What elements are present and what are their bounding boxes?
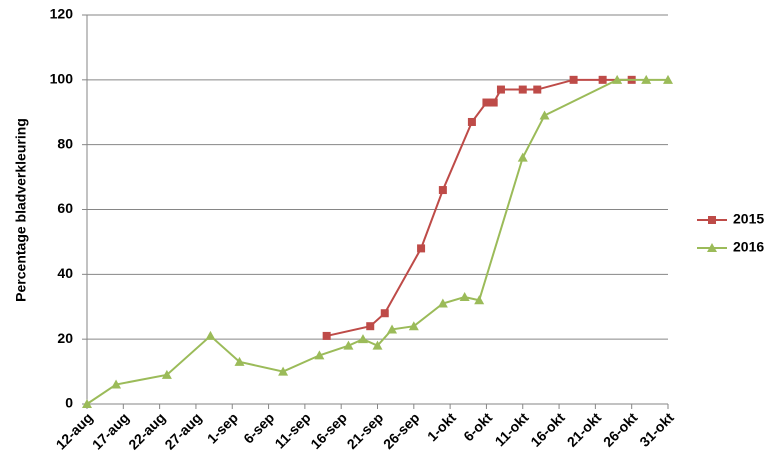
marker xyxy=(482,98,491,107)
x-tick-label: 6-okt xyxy=(460,409,495,444)
marker xyxy=(372,340,383,350)
marker xyxy=(707,243,717,252)
x-tick-label: 21-okt xyxy=(564,409,605,450)
marker xyxy=(474,295,485,305)
marker xyxy=(641,74,652,84)
y-tick-label: 100 xyxy=(50,71,74,87)
y-axis-label: Percentage bladverkleuring xyxy=(13,118,29,302)
y-tick-label: 120 xyxy=(50,6,74,22)
x-tick-label: 1-sep xyxy=(204,409,241,446)
marker xyxy=(366,322,375,331)
marker xyxy=(533,85,542,94)
marker xyxy=(708,216,716,224)
y-tick-label: 20 xyxy=(57,330,73,346)
marker xyxy=(569,75,578,84)
x-tick-label: 26-sep xyxy=(380,409,423,452)
marker xyxy=(438,186,447,195)
x-tick-label: 1-okt xyxy=(424,409,459,444)
x-tick-label: 11-okt xyxy=(492,409,532,449)
x-tick-label: 31-okt xyxy=(636,409,677,450)
series-line xyxy=(86,78,668,405)
x-tick-label: 21-sep xyxy=(344,409,387,452)
marker xyxy=(82,399,92,408)
marker xyxy=(417,244,426,253)
marker xyxy=(161,369,172,379)
marker xyxy=(357,334,368,344)
marker xyxy=(278,366,289,376)
x-tick-label: 12-aug xyxy=(53,409,96,452)
x-tick-label: 16-okt xyxy=(527,409,568,450)
marker xyxy=(517,152,528,162)
marker xyxy=(205,330,216,340)
y-tick-label: 40 xyxy=(57,265,73,281)
x-tick-label: 16-sep xyxy=(307,409,350,452)
marker xyxy=(489,98,498,107)
marker xyxy=(459,292,470,302)
marker xyxy=(496,85,505,94)
marker xyxy=(387,324,398,334)
x-tick-label: 17-aug xyxy=(89,409,132,452)
marker xyxy=(314,350,325,360)
marker xyxy=(663,74,673,84)
legend-label: 2015 xyxy=(733,211,764,227)
marker xyxy=(437,298,448,308)
x-tick-label: 26-okt xyxy=(600,409,641,450)
marker xyxy=(234,356,245,366)
x-tick-label: 11-sep xyxy=(271,409,313,451)
marker xyxy=(612,74,623,84)
marker xyxy=(380,309,389,318)
marker xyxy=(322,331,331,340)
x-tick-label: 27-aug xyxy=(161,409,204,452)
y-tick-label: 80 xyxy=(57,135,73,151)
marker xyxy=(111,379,122,389)
y-tick-label: 0 xyxy=(65,395,73,411)
y-tick-label: 60 xyxy=(57,200,73,216)
marker xyxy=(343,340,354,350)
marker xyxy=(467,117,476,126)
legend-label: 2016 xyxy=(733,239,764,255)
marker xyxy=(518,85,527,94)
x-tick-label: 22-aug xyxy=(125,409,168,452)
marker xyxy=(539,110,550,120)
marker xyxy=(408,321,419,331)
marker xyxy=(598,75,607,84)
